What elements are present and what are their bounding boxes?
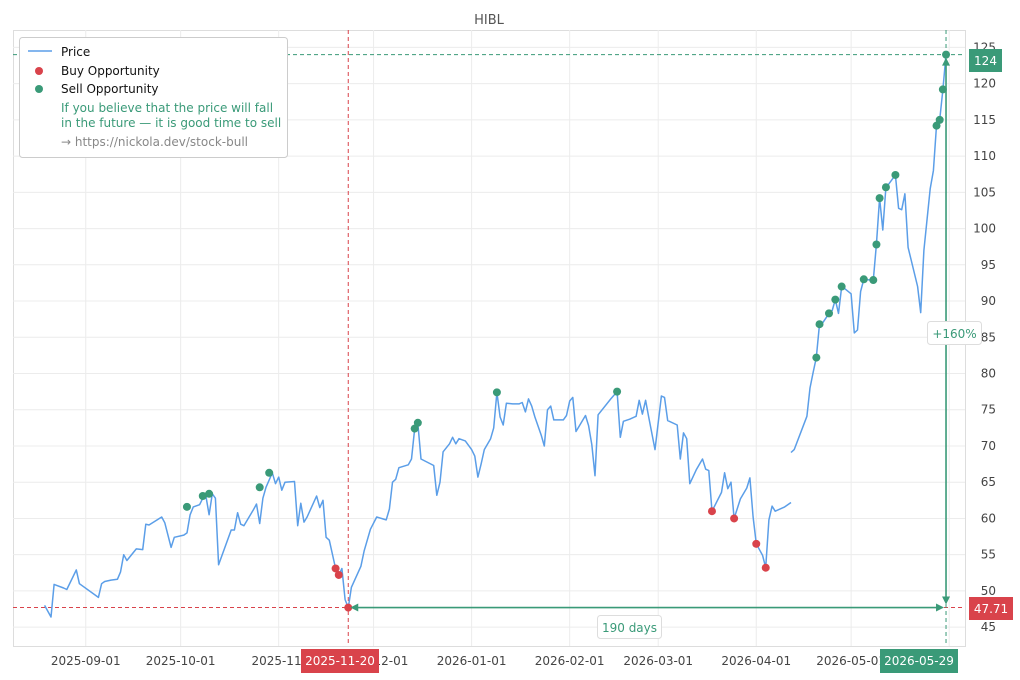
buy-marker bbox=[344, 603, 353, 612]
legend-buy-label: Buy Opportunity bbox=[61, 64, 160, 78]
sell-marker bbox=[413, 418, 422, 427]
gain-label: +160% bbox=[932, 327, 976, 341]
y-tick-label: 90 bbox=[981, 294, 996, 308]
x-axis-ticks: 2025-09-012025-10-012025-11-2025-12-0120… bbox=[51, 654, 886, 668]
sell-marker bbox=[815, 320, 824, 329]
sell-date-badge bbox=[880, 649, 958, 673]
legend: Price Buy Opportunity Sell Opportunity I… bbox=[19, 37, 288, 158]
gain-arrow-head-top bbox=[942, 57, 951, 66]
legend-sell-label: Sell Opportunity bbox=[61, 82, 159, 96]
badges: 2025-11-20 2026-05-29 124 47.71 190 days… bbox=[301, 49, 1013, 673]
y-tick-label: 75 bbox=[981, 403, 996, 417]
buy-marker bbox=[707, 507, 716, 516]
sell-marker bbox=[831, 295, 840, 304]
x-tick-label: 2025-09-01 bbox=[51, 654, 121, 668]
buy-date-badge bbox=[301, 649, 379, 673]
y-tick-label: 110 bbox=[973, 149, 996, 163]
days-arrow-head-left bbox=[350, 603, 359, 612]
legend-note-line2: in the future — it is good time to sell bbox=[61, 116, 281, 130]
sell-date-badge-label: 2026-05-29 bbox=[884, 654, 954, 668]
y-tick-label: 105 bbox=[973, 185, 996, 199]
opportunity-markers bbox=[182, 50, 951, 612]
sell-marker bbox=[891, 170, 900, 179]
x-tick-label: 2026-01-01 bbox=[437, 654, 507, 668]
legend-buy-swatch bbox=[35, 67, 43, 75]
legend-link: → https://nickola.dev/stock-bull bbox=[61, 135, 248, 149]
gain-box bbox=[927, 321, 982, 345]
gain-arrow-head-bottom bbox=[942, 596, 951, 605]
sell-marker bbox=[182, 502, 191, 511]
buy-marker bbox=[752, 539, 761, 548]
sell-price-badge-label: 124 bbox=[974, 54, 997, 68]
y-tick-label: 95 bbox=[981, 258, 996, 272]
sell-marker bbox=[205, 489, 214, 498]
y-tick-label: 85 bbox=[981, 330, 996, 344]
sell-marker bbox=[825, 309, 833, 318]
sell-marker bbox=[942, 50, 951, 59]
buy-marker bbox=[761, 563, 770, 572]
buy-marker bbox=[334, 570, 343, 579]
y-tick-label: 65 bbox=[981, 475, 996, 489]
days-label: 190 days bbox=[602, 621, 657, 635]
x-tick-label: 2025-11- bbox=[251, 654, 305, 668]
x-tick-label: 2026-05-01 bbox=[816, 654, 886, 668]
sell-marker bbox=[872, 240, 881, 249]
y-tick-label: 120 bbox=[973, 77, 996, 91]
sell-marker bbox=[938, 85, 947, 94]
sell-marker bbox=[869, 276, 878, 285]
x-tick-label: 2026-04-01 bbox=[721, 654, 791, 668]
y-tick-label: 60 bbox=[981, 511, 996, 525]
sell-marker bbox=[812, 353, 821, 362]
y-tick-label: 70 bbox=[981, 439, 996, 453]
price-line bbox=[43, 390, 792, 618]
sell-marker bbox=[837, 282, 846, 291]
sell-marker bbox=[613, 387, 622, 396]
x-tick-label: 2026-03-01 bbox=[623, 654, 693, 668]
buy-price-badge-label: 47.71 bbox=[974, 602, 1008, 616]
legend-box bbox=[19, 37, 288, 158]
sell-marker bbox=[255, 483, 264, 492]
legend-note-line1: If you believe that the price will fall bbox=[61, 101, 273, 115]
buy-marker bbox=[730, 514, 739, 523]
y-tick-label: 115 bbox=[973, 113, 996, 127]
sell-marker bbox=[198, 491, 207, 500]
y-tick-label: 45 bbox=[981, 620, 996, 634]
buy-price-badge bbox=[969, 597, 1013, 620]
sell-price-badge bbox=[969, 49, 1002, 72]
buy-date-badge-label: 2025-11-20 bbox=[305, 654, 375, 668]
sell-marker bbox=[875, 194, 884, 203]
days-arrow-head-right bbox=[936, 603, 945, 612]
chart-title: HIBL bbox=[474, 13, 505, 28]
y-tick-label: 55 bbox=[981, 548, 996, 562]
x-tick-label: 2025-10-01 bbox=[146, 654, 216, 668]
sell-marker bbox=[881, 183, 890, 192]
y-tick-label: 80 bbox=[981, 367, 996, 381]
legend-price-label: Price bbox=[61, 45, 90, 59]
sell-marker bbox=[859, 275, 868, 284]
sell-marker bbox=[492, 388, 501, 397]
y-tick-label: 100 bbox=[973, 222, 996, 236]
x-tick-label: 2026-02-01 bbox=[535, 654, 605, 668]
days-box bbox=[597, 615, 662, 639]
buy-marker bbox=[331, 564, 340, 573]
sell-marker bbox=[265, 468, 274, 477]
legend-sell-swatch bbox=[35, 85, 43, 93]
y-tick-label: 50 bbox=[981, 584, 996, 598]
sell-marker bbox=[935, 115, 944, 124]
